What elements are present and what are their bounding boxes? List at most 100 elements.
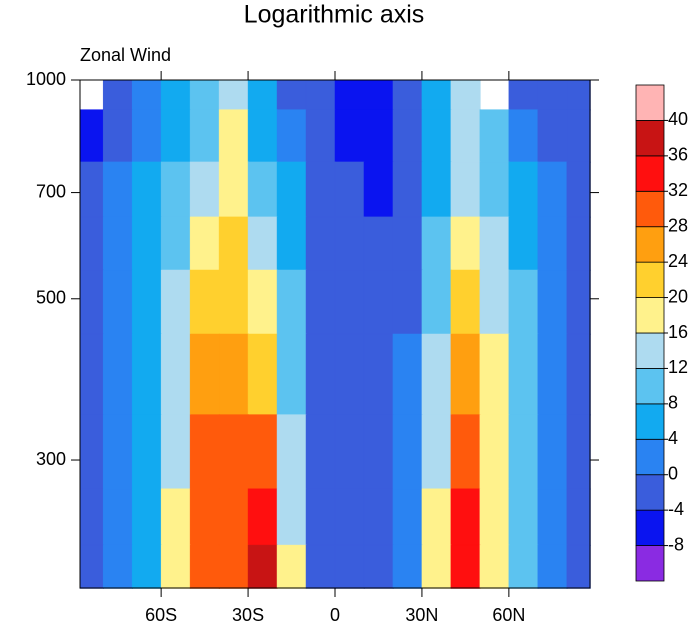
contour-cell <box>247 216 278 271</box>
contour-cell <box>276 161 307 218</box>
colorbar: -8 -4 0 4 8 12 16 20 24 28 32 36 40 <box>635 84 688 582</box>
contour-cell <box>189 216 220 271</box>
contour-cell <box>160 109 191 163</box>
contour-cell <box>276 216 307 271</box>
contour-cell <box>566 216 591 271</box>
x-tick-label: 60S <box>145 605 177 625</box>
contour-cell <box>566 544 591 589</box>
contour-cell <box>247 544 278 589</box>
contour-cell <box>247 488 278 546</box>
contour-cell <box>218 488 249 546</box>
contour-cell <box>102 109 133 163</box>
contour-cell <box>247 109 278 163</box>
x-tick-label: 30N <box>405 605 438 625</box>
colorbar-label: 20 <box>668 286 688 306</box>
contour-cell <box>131 488 162 546</box>
contour-cell <box>363 161 394 218</box>
x-tick-label: 30S <box>232 605 264 625</box>
contour-cell <box>450 333 481 416</box>
contour-cell <box>334 79 365 111</box>
contour-cell <box>566 79 591 111</box>
contour-cell <box>305 161 336 218</box>
contour-cell <box>392 269 423 335</box>
contour-cell <box>392 414 423 490</box>
contour-cell <box>189 544 220 589</box>
contour-cell <box>363 79 394 111</box>
contour-cell <box>537 269 568 335</box>
chart-title: Logarithmic axis <box>244 1 425 29</box>
contour-cell <box>160 269 191 335</box>
contour-cell <box>247 333 278 416</box>
contour-cell <box>363 333 394 416</box>
contour-cell <box>276 488 307 546</box>
contour-cell <box>508 544 539 589</box>
contour-cell <box>189 161 220 218</box>
contour-cell <box>305 414 336 490</box>
contour-cell <box>537 79 568 111</box>
contour-cell <box>421 488 452 546</box>
colorbar-swatch <box>635 190 665 228</box>
colorbar-swatch <box>635 84 665 121</box>
contour-cell <box>79 109 104 163</box>
contour-cell <box>421 414 452 490</box>
contour-cell <box>276 414 307 490</box>
contour-cell <box>102 488 133 546</box>
contour-cell <box>131 216 162 271</box>
contour-cell <box>450 269 481 335</box>
contour-cell <box>218 269 249 335</box>
colorbar-label: 28 <box>668 215 688 235</box>
contour-cell <box>392 333 423 416</box>
contour-cell <box>421 161 452 218</box>
contour-cell <box>421 109 452 163</box>
y-tick-label: 500 <box>36 288 66 308</box>
y-tick-label: 300 <box>36 449 66 469</box>
contour-cell <box>102 161 133 218</box>
contour-cell <box>189 79 220 111</box>
x-tick-label: 0 <box>330 605 340 625</box>
contour-cell <box>537 488 568 546</box>
colorbar-label: 12 <box>668 357 688 377</box>
contour-cell <box>131 544 162 589</box>
contour-cell <box>218 414 249 490</box>
contour-cell <box>421 333 452 416</box>
colorbar-swatch <box>635 226 665 263</box>
contour-cell <box>421 544 452 589</box>
contour-cell <box>450 488 481 546</box>
colorbar-label: 0 <box>668 463 678 483</box>
contour-cell <box>131 109 162 163</box>
contour-cell <box>392 161 423 218</box>
contour-cell <box>102 269 133 335</box>
y-tick-label: 700 <box>36 181 66 201</box>
contour-cell <box>189 414 220 490</box>
contour-cell <box>102 333 133 416</box>
contour-cell <box>566 109 591 163</box>
contour-cell <box>421 79 452 111</box>
contour-cell <box>247 161 278 218</box>
contour-cell <box>189 269 220 335</box>
colorbar-label: 40 <box>668 109 688 129</box>
contour-cell <box>450 544 481 589</box>
colorbar-swatch <box>635 545 665 582</box>
contour-cell <box>363 544 394 589</box>
contour-cell <box>131 79 162 111</box>
contour-cell <box>102 414 133 490</box>
colorbar-swatch <box>635 403 665 440</box>
contour-cell <box>160 414 191 490</box>
colorbar-swatch <box>635 261 665 298</box>
contour-cell <box>508 269 539 335</box>
contour-cell <box>218 216 249 271</box>
contour-cell <box>131 161 162 218</box>
contour-cell <box>392 109 423 163</box>
colorbar-swatch <box>635 155 665 192</box>
contour-cell <box>305 216 336 271</box>
contour-cell <box>392 79 423 111</box>
contour-cell <box>79 544 104 589</box>
contour-cell <box>160 544 191 589</box>
contour-cell <box>305 333 336 416</box>
colorbar-swatch <box>635 332 665 369</box>
contour-cell <box>334 216 365 271</box>
contour-cell <box>334 109 365 163</box>
colorbar-label: 4 <box>668 428 678 448</box>
contour-cell <box>189 333 220 416</box>
